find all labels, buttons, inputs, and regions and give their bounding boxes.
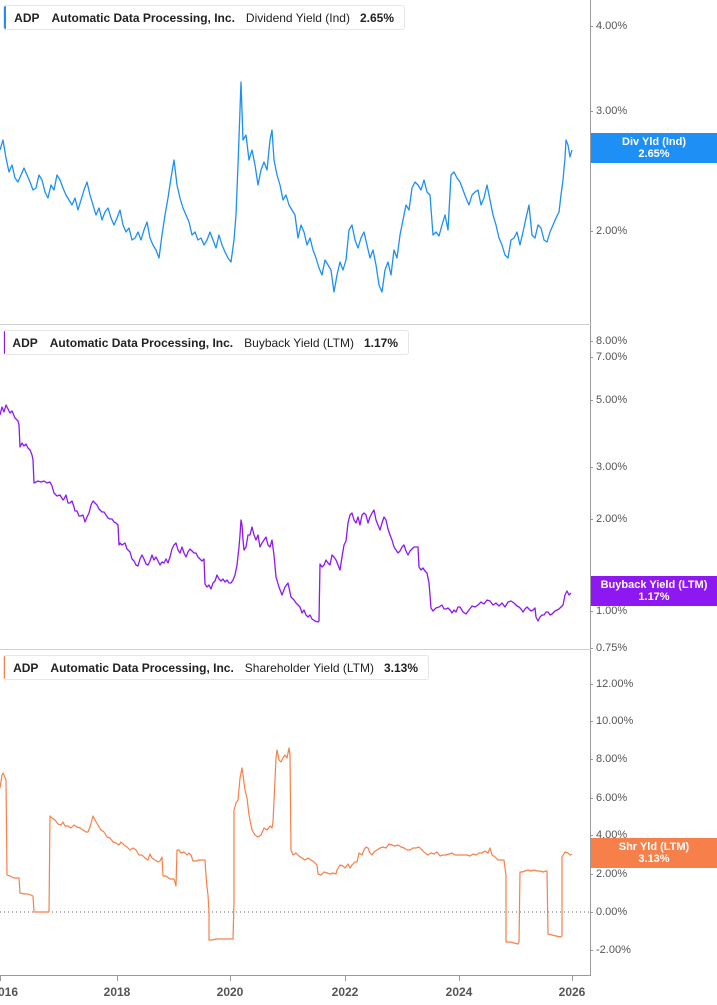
legend-value: 3.13% — [383, 660, 418, 675]
legend-company: Automatic Data Processing, Inc. — [51, 10, 235, 25]
y-tick-label: 5.00% — [589, 394, 628, 406]
y-tick-label: 2.00% — [589, 868, 628, 880]
x-tick — [345, 976, 346, 981]
y-tick-label: 3.00% — [589, 461, 628, 473]
y-tick-label: 0.75% — [589, 642, 628, 654]
legend-company: Automatic Data Processing, Inc. — [49, 335, 234, 350]
legend-metric: Shareholder Yield (LTM) — [244, 660, 374, 675]
tag-value: 2.65% — [638, 148, 670, 160]
y-tick-label: 4.00% — [589, 20, 628, 32]
x-tick-label: 2020 — [216, 985, 244, 999]
tag-value: 1.17% — [638, 591, 670, 603]
legend-metric: Dividend Yield (Ind) — [245, 10, 350, 25]
y-tick-label: 8.00% — [589, 335, 628, 347]
y-tick-label: 8.00% — [589, 753, 628, 765]
buyback-last-value-tag: Buyback Yield (LTM) 1.17% — [591, 576, 717, 606]
x-tick-label: 2022 — [331, 985, 359, 999]
y-axis-line — [590, 650, 591, 975]
y-tick-label: 6.00% — [589, 792, 628, 804]
legend-metric: Buyback Yield (LTM) — [244, 335, 354, 350]
y-axis-line — [590, 325, 591, 650]
y-tick-label: 12.00% — [589, 678, 634, 690]
buyback-yield-panel: ADP Automatic Data Processing, Inc. Buyb… — [0, 325, 717, 654]
panel-divider — [0, 649, 591, 650]
dividend-line-plot — [0, 81, 573, 293]
buyback-line-plot — [0, 404, 572, 623]
y-tick-label: -2.00% — [590, 944, 631, 956]
tag-label: Buyback Yield (LTM) — [600, 579, 708, 591]
legend-ticker: ADP — [13, 660, 39, 675]
legend-value: 1.17% — [363, 335, 398, 350]
x-tick — [572, 976, 573, 981]
legend-ticker: ADP — [14, 10, 40, 25]
y-tick-label: 3.00% — [589, 105, 628, 117]
y-tick-label: 10.00% — [589, 715, 634, 727]
legend-ticker: ADP — [12, 335, 38, 350]
y-tick-label: 0.00% — [589, 906, 628, 918]
series-color-marker — [4, 656, 6, 679]
x-tick — [230, 976, 231, 981]
shareholder-line-plot — [0, 747, 590, 945]
y-tick-label: 1.00% — [589, 605, 628, 617]
x-tick-label: 2024 — [445, 985, 473, 999]
dividend-legend: ADP Automatic Data Processing, Inc. Divi… — [3, 5, 405, 30]
x-tick-label: 2026 — [558, 985, 586, 999]
dividend-yield-panel: ADP Automatic Data Processing, Inc. Divi… — [0, 0, 717, 325]
y-tick-label: 7.00% — [589, 351, 628, 363]
shareholder-last-value-tag: Shr Yld (LTM) 3.13% — [591, 838, 717, 868]
y-axis-line — [590, 0, 591, 325]
y-tick-label: 2.00% — [589, 225, 628, 237]
y-tick-label: 2.00% — [589, 513, 628, 525]
legend-value: 2.65% — [359, 10, 394, 25]
x-tick-label: 2018 — [103, 985, 131, 999]
x-tick — [0, 976, 1, 981]
shareholder-legend: ADP Automatic Data Processing, Inc. Shar… — [3, 655, 429, 680]
x-axis-line — [0, 975, 591, 976]
dividend-last-value-tag: Div Yld (Ind) 2.65% — [591, 133, 717, 163]
shareholder-yield-panel: ADP Automatic Data Processing, Inc. Shar… — [0, 650, 717, 975]
panel-divider — [0, 324, 591, 325]
tag-label: Shr Yld (LTM) — [618, 841, 690, 853]
series-color-marker — [4, 6, 7, 29]
x-tick-label: 016 — [0, 985, 19, 999]
buyback-legend: ADP Automatic Data Processing, Inc. Buyb… — [3, 330, 409, 355]
x-tick — [459, 976, 460, 981]
legend-company: Automatic Data Processing, Inc. — [50, 660, 234, 675]
x-tick — [117, 976, 118, 981]
tag-label: Div Yld (Ind) — [622, 136, 686, 148]
tag-value: 3.13% — [638, 853, 670, 865]
